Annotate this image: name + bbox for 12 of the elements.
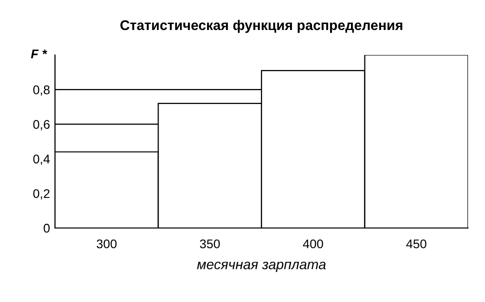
y-axis-title: F * [30,50,48,58]
y-tick-label: 0,4 [33,154,50,165]
y-tick-label: 0,2 [33,189,50,200]
y-tick-label: 0 [44,224,50,233]
x-tick-label: 350 [200,239,220,248]
chart-title: Статистическая функция распределения [120,20,402,33]
x-tick-label: 450 [406,239,426,248]
x-axis-title: месячная зарплата [197,262,326,272]
y-tick-label: 0,6 [33,120,50,130]
x-tick-label: 400 [302,239,324,248]
x-tick-label: 300 [96,239,117,248]
y-tick-label: 0,8 [33,85,50,96]
